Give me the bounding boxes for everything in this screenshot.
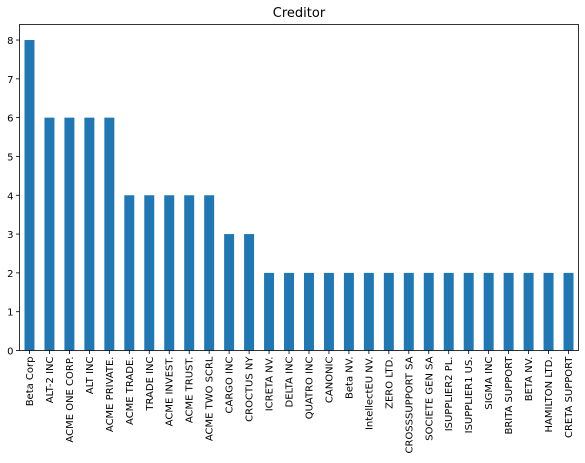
x-tick-label: CROCTUS NY [245, 356, 256, 422]
bar [544, 273, 554, 351]
bar [44, 118, 54, 351]
x-tick-label: ACME TRUST. [185, 357, 196, 424]
bar [64, 118, 74, 351]
bar [304, 273, 314, 351]
bar [104, 118, 114, 351]
x-tick-label: ALT-2 INC [45, 356, 56, 403]
bar [364, 273, 374, 351]
x-tick-label: CANONIC [324, 356, 335, 403]
chart-title: Creditor [273, 6, 326, 21]
bar [204, 195, 214, 350]
x-tick-label: DELTA INC [285, 356, 296, 407]
x-tick-label: CROSSSUPPORT SA [404, 356, 415, 453]
y-tick-label: 1 [7, 308, 13, 319]
x-tick-label: ACME ONE CORP. [65, 357, 76, 443]
bar [504, 273, 514, 351]
bar [224, 234, 234, 350]
bar [164, 195, 174, 350]
x-tick-label: IntellectEU NV. [364, 357, 375, 431]
bar [484, 273, 494, 351]
x-tick-label: CARGO INC [225, 356, 236, 413]
y-tick-label: 3 [7, 230, 13, 241]
y-tick-label: 7 [7, 75, 13, 86]
bar [524, 273, 534, 351]
bar [24, 40, 34, 350]
plot-frame [20, 25, 579, 351]
x-tick-label: BRITA SUPPORT [504, 356, 515, 435]
bar [464, 273, 474, 351]
bar [384, 273, 394, 351]
x-tick-label: ALT INC [85, 356, 96, 394]
bar [284, 273, 294, 351]
x-tick-label: Beta NV. [344, 357, 355, 399]
y-tick-label: 0 [7, 347, 13, 358]
x-tick-label: BETA NV. [524, 357, 535, 402]
bar [444, 273, 454, 351]
x-tick-label: ICRETA NV. [265, 357, 276, 412]
y-tick-label: 8 [7, 36, 13, 47]
x-tick-label: ACME PRIVATE. [105, 357, 116, 433]
bar [564, 273, 574, 351]
bar [144, 195, 154, 350]
y-tick-label: 4 [7, 191, 13, 202]
bar [184, 195, 194, 350]
x-tick-label: ACME INVEST. [165, 357, 176, 427]
bar [84, 118, 94, 351]
bar [324, 273, 334, 351]
x-tick-label: Beta Corp [25, 357, 36, 407]
x-tick-label: SIGMA INC [484, 356, 495, 409]
bar [124, 195, 134, 350]
bar [244, 234, 254, 350]
x-tick-label: ISUPPLIER2 PL. [444, 357, 455, 432]
bar [264, 273, 274, 351]
y-tick-label: 5 [7, 152, 13, 163]
x-tick-label: QUATRO INC [304, 356, 315, 419]
y-tick-label: 6 [7, 114, 13, 125]
x-tick-label: ZERO LTD. [384, 357, 395, 409]
x-tick-label: HAMILTON LTD. [544, 357, 555, 433]
bar [424, 273, 434, 351]
bar [344, 273, 354, 351]
x-tick-label: CRETA SUPPORT [564, 356, 575, 438]
x-tick-label: ACME TWO SCRL [205, 356, 216, 441]
x-tick-label: ACME TRADE. [125, 357, 136, 425]
x-tick-label: TRADE INC [145, 356, 156, 411]
y-tick-label: 2 [7, 269, 13, 280]
x-tick-label: ISUPPLIER1 US. [464, 356, 475, 433]
plot-area: 0 1 2 3 4 5 6 7 8 Beta Corp ALT-2 INC ACME ONE CORP… [7, 25, 578, 454]
x-tick-label: SOCIETE GEN SA [424, 356, 435, 440]
bar [404, 273, 414, 351]
